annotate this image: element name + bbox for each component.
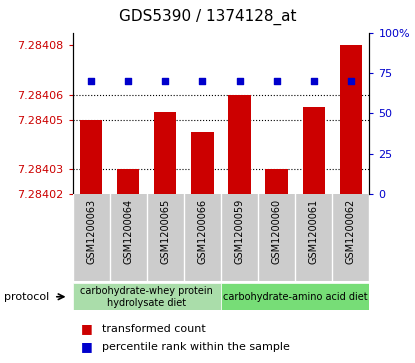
Bar [191, 132, 214, 194]
Bar [303, 107, 325, 194]
Point [347, 78, 354, 84]
Text: protocol: protocol [4, 292, 49, 302]
Text: carbohydrate-amino acid diet: carbohydrate-amino acid diet [223, 292, 367, 302]
Point [125, 78, 132, 84]
Bar [339, 45, 362, 194]
Text: transformed count: transformed count [102, 323, 205, 334]
Text: GSM1200064: GSM1200064 [123, 199, 133, 264]
Bar [80, 120, 102, 194]
Bar [266, 170, 288, 194]
Text: ■: ■ [81, 340, 93, 353]
Text: ■: ■ [81, 322, 93, 335]
Text: GSM1200066: GSM1200066 [198, 199, 208, 264]
Point [236, 78, 243, 84]
Bar [73, 283, 221, 310]
Text: GSM1200061: GSM1200061 [309, 199, 319, 264]
Point [162, 78, 168, 84]
Bar [117, 170, 139, 194]
Bar [154, 112, 176, 194]
Point [88, 78, 95, 84]
Text: GSM1200063: GSM1200063 [86, 199, 96, 264]
Text: carbohydrate-whey protein
hydrolysate diet: carbohydrate-whey protein hydrolysate di… [81, 286, 213, 307]
Text: GDS5390 / 1374128_at: GDS5390 / 1374128_at [119, 9, 296, 25]
Text: GSM1200060: GSM1200060 [272, 199, 282, 264]
Point [273, 78, 280, 84]
Point [310, 78, 317, 84]
Text: GSM1200059: GSM1200059 [234, 199, 244, 264]
Bar [221, 283, 369, 310]
Text: percentile rank within the sample: percentile rank within the sample [102, 342, 290, 352]
Text: GSM1200062: GSM1200062 [346, 199, 356, 264]
Point [199, 78, 206, 84]
Text: GSM1200065: GSM1200065 [160, 199, 170, 264]
Bar [228, 95, 251, 194]
